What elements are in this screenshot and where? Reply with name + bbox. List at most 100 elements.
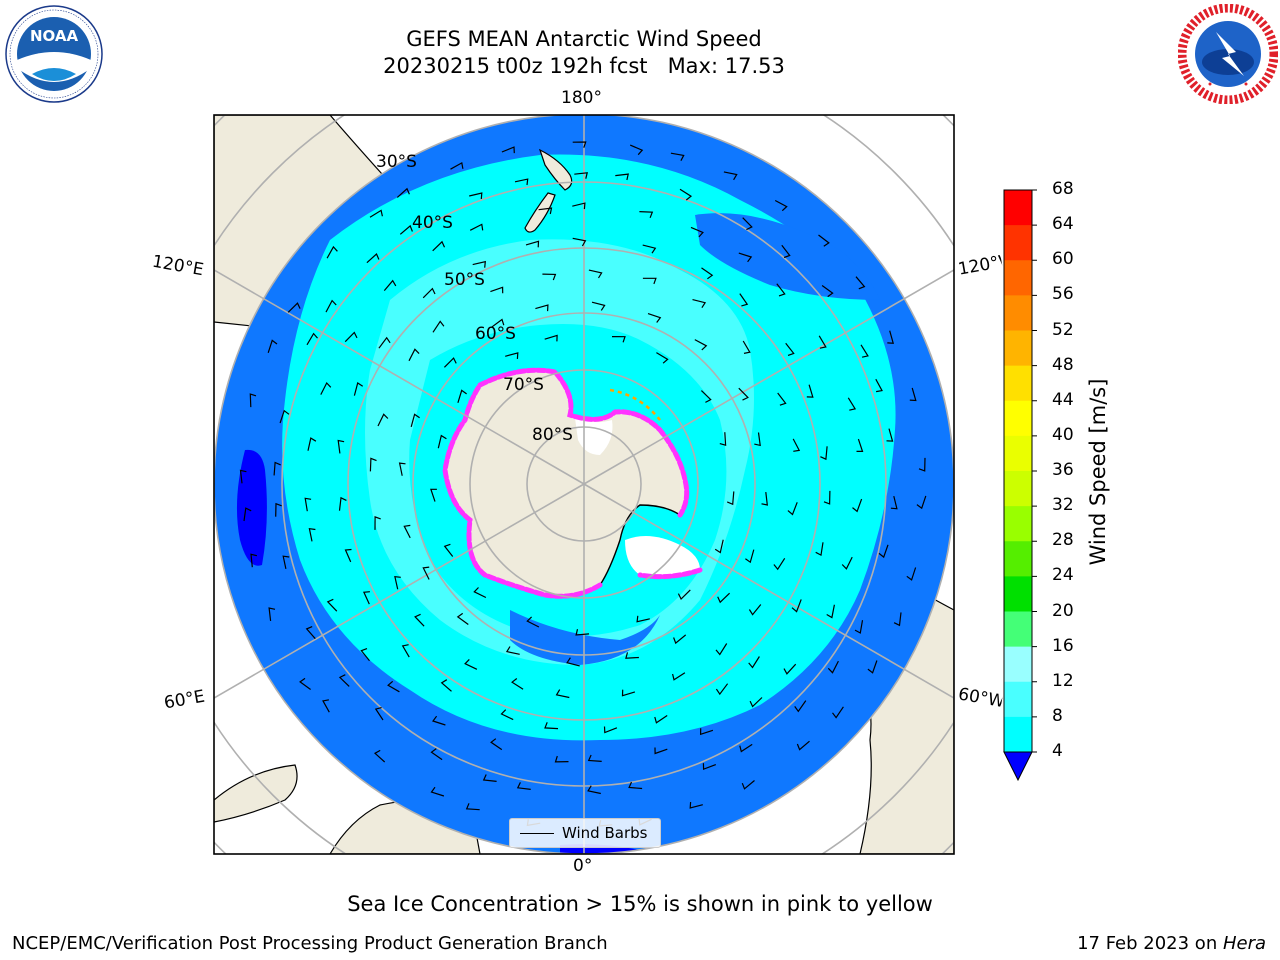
- sea-ice-edge: [442, 367, 703, 599]
- wind-barb: [591, 301, 606, 311]
- wind-barb: [783, 663, 797, 675]
- legend-label: Wind Barbs: [562, 824, 648, 842]
- wind-barb: [457, 389, 467, 403]
- wind-barb: [690, 226, 704, 238]
- wind-barb: [689, 801, 703, 809]
- colorbar-tick-label: 68: [1052, 179, 1074, 199]
- footer-credit: NCEP/EMC/Verification Post Processing Pr…: [12, 933, 608, 954]
- wind-barb: [403, 524, 411, 539]
- wind-barb: [287, 302, 301, 313]
- wind-barb: [369, 209, 383, 218]
- wind-barb: [867, 660, 878, 674]
- wind-barb: [748, 604, 762, 616]
- wind-barb: [625, 652, 639, 659]
- wind-barb: [677, 589, 691, 601]
- wind-barb: [437, 434, 447, 449]
- wind-barb: [642, 277, 657, 285]
- wind-barb: [699, 728, 714, 736]
- wind-barb: [387, 680, 400, 693]
- wind-barb: [587, 785, 601, 795]
- colorbar-tick-label: 52: [1052, 319, 1074, 340]
- colorbar-segment: [1004, 260, 1032, 296]
- colorbar-extend-arrow: [1003, 751, 1033, 782]
- wind-barb: [514, 178, 529, 186]
- wind-barb: [465, 803, 480, 811]
- wind-barb: [890, 495, 898, 510]
- wind-barb: [574, 172, 588, 179]
- wind-barb: [464, 658, 478, 670]
- wind-barb: [692, 299, 707, 309]
- colorbar-segment: [1004, 576, 1032, 612]
- wind-barb: [629, 144, 644, 156]
- wind-barb: [647, 313, 662, 323]
- wind-barb: [611, 336, 626, 343]
- wind-barb: [893, 612, 902, 627]
- wind-barb: [430, 488, 437, 502]
- wind-barb: [344, 548, 352, 563]
- new-zealand-landmass: [524, 148, 573, 233]
- wind-barb: [422, 287, 436, 299]
- wind-barb: [754, 432, 761, 447]
- wind-barb: [726, 491, 735, 506]
- wind-barb: [742, 217, 753, 231]
- wind-barb: [394, 576, 401, 590]
- colorbar-title: Wind Speed [m/s]: [1086, 378, 1110, 566]
- noaa-logo: NOAA: [5, 5, 103, 103]
- wind-barb: [787, 502, 798, 516]
- wind-barb: [469, 223, 484, 231]
- wind-barb: [832, 706, 844, 719]
- wind-barb: [505, 352, 519, 359]
- wind-barb: [422, 566, 430, 580]
- wind-barb: [916, 495, 927, 510]
- wind-barb: [374, 516, 381, 530]
- wind-barb: [305, 626, 316, 640]
- wind-barb: [239, 469, 247, 484]
- colorbar-segment: [1004, 330, 1032, 367]
- wind-barb: [738, 387, 749, 401]
- wind-barb: [337, 439, 345, 454]
- colorbar-tick-label: 60: [1052, 249, 1074, 270]
- wind-barb: [490, 286, 504, 294]
- wind-barb: [855, 276, 866, 290]
- lat-label-80s: 80°S: [532, 425, 573, 445]
- wind-barb: [715, 643, 728, 656]
- wind-barb: [500, 709, 514, 721]
- wind-barb: [715, 683, 729, 696]
- colorbar-tick-label: 12: [1052, 670, 1074, 691]
- footer-date: 17 Feb 2023 on Hera: [1077, 933, 1266, 954]
- wind-barb: [823, 490, 831, 505]
- wind-barb: [745, 549, 755, 564]
- wind-barb: [383, 279, 397, 291]
- lat-label-50s: 50°S: [444, 270, 485, 290]
- colorbar-segment: [1004, 611, 1032, 648]
- wind-barb: [320, 381, 332, 395]
- lon-label-0: 0°: [573, 856, 593, 876]
- wind-barb: [304, 497, 312, 512]
- wind-barb: [856, 438, 864, 452]
- wind-barb: [307, 437, 317, 451]
- colorbar-tick-label: 56: [1052, 284, 1074, 305]
- wind-barb: [714, 539, 724, 554]
- wind-barb: [749, 697, 763, 708]
- wind-barb: [741, 780, 755, 790]
- wind-barb: [554, 755, 569, 763]
- wind-barb: [572, 237, 587, 247]
- wind-barb: [299, 677, 311, 690]
- wind-barb: [748, 656, 760, 669]
- colorbar-segment: [1004, 365, 1032, 402]
- ice-shelf-weddell: [625, 536, 700, 577]
- lat-label-70s: 70°S: [503, 375, 544, 395]
- wind-barb: [886, 428, 894, 442]
- lat-label-30s: 30°S: [376, 152, 417, 172]
- colorbar-tick-label: 44: [1052, 389, 1074, 410]
- wind-barb: [656, 352, 669, 364]
- wind-barb: [440, 679, 452, 692]
- wind-barb: [353, 382, 364, 396]
- wind-barb: [555, 689, 570, 699]
- wind-barb: [918, 457, 926, 472]
- wind-barb: [430, 748, 443, 761]
- wind-barb: [796, 740, 810, 751]
- svg-text:NOAA: NOAA: [30, 27, 79, 45]
- wind-barb: [761, 492, 768, 506]
